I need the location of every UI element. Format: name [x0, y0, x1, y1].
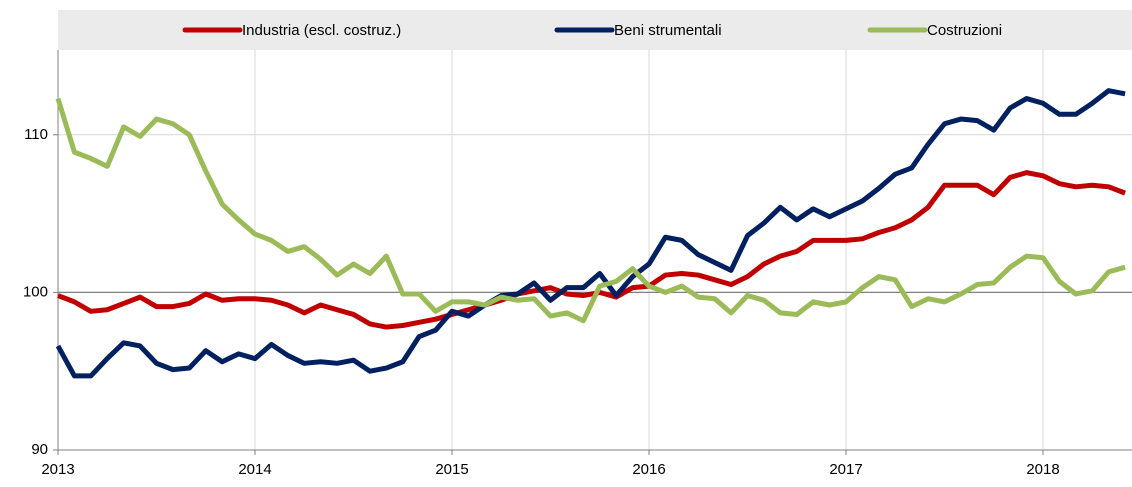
series-line: [55, 88, 1126, 379]
legend-label: Beni strumentali: [614, 22, 722, 39]
x-tick-label: 2013: [41, 461, 74, 478]
y-tick-label: 90: [31, 441, 48, 458]
x-tick-label: 2016: [632, 461, 665, 478]
x-tick-label: 2018: [1026, 461, 1059, 478]
x-tick-label: 2015: [435, 461, 468, 478]
legend-label: Industria (escl. costruz.): [242, 22, 401, 39]
series-line: [57, 170, 1126, 330]
y-tick-label: 100: [23, 283, 48, 300]
legend-label: Costruzioni: [927, 22, 1002, 39]
x-tick-label: 2017: [829, 461, 862, 478]
x-tick-label: 2014: [238, 461, 271, 478]
series-line: [55, 97, 1126, 324]
y-tick-label: 110: [24, 126, 48, 143]
